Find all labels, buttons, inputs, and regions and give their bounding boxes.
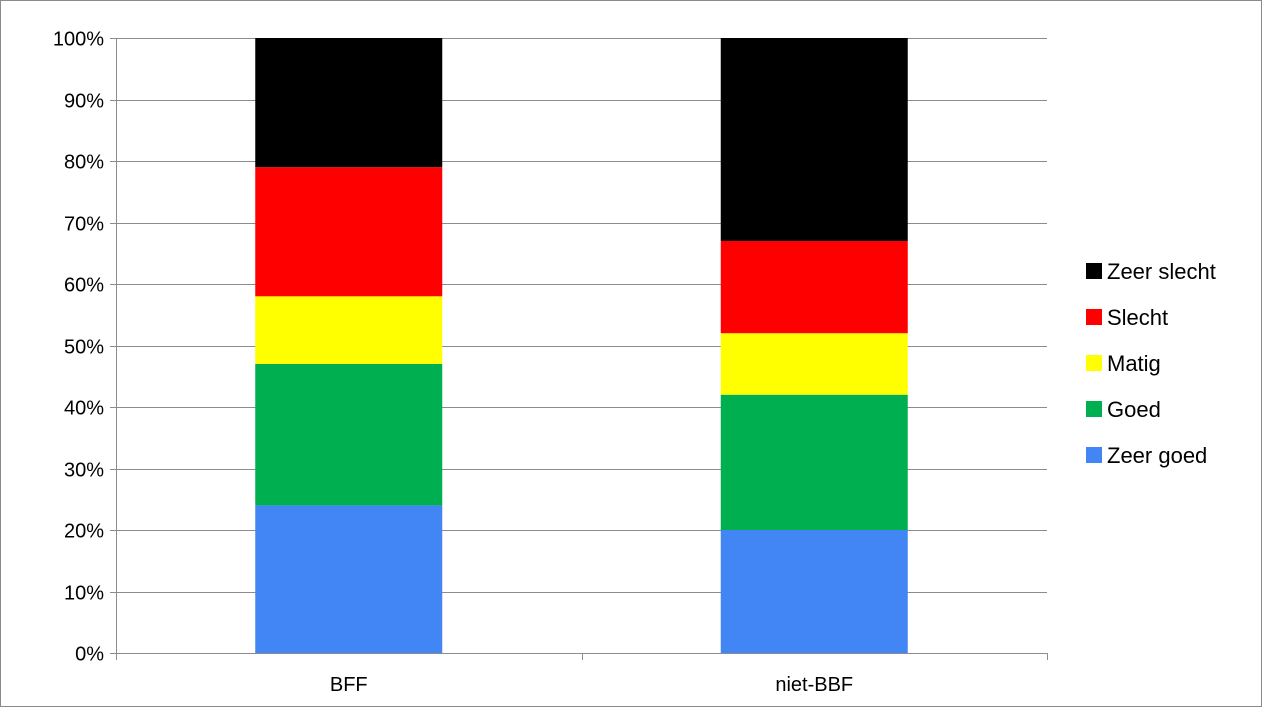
bar-segment-zeer-slecht bbox=[255, 38, 443, 168]
y-tick-label: 80% bbox=[64, 152, 104, 174]
y-tick-label: 70% bbox=[64, 214, 104, 236]
y-tick-label: 40% bbox=[64, 398, 104, 420]
legend-label: Matig bbox=[1107, 351, 1161, 376]
legend-swatch bbox=[1086, 447, 1102, 463]
x-tick-label: BFF bbox=[330, 674, 368, 696]
bar-segment-zeer-slecht bbox=[720, 38, 908, 241]
legend-swatch bbox=[1086, 355, 1102, 371]
bar-segment-zeer-goed bbox=[720, 530, 908, 653]
legend-label: Slecht bbox=[1107, 305, 1168, 330]
x-tick-label: niet-BBF bbox=[775, 674, 853, 696]
legend-swatch bbox=[1086, 263, 1102, 279]
legend-swatch bbox=[1086, 309, 1102, 325]
y-tick-label: 100% bbox=[53, 29, 104, 51]
y-tick-label: 20% bbox=[64, 521, 104, 543]
y-tick-label: 0% bbox=[75, 644, 104, 666]
y-tick-label: 10% bbox=[64, 583, 104, 605]
bar-segment-matig bbox=[720, 333, 908, 395]
legend-label: Goed bbox=[1107, 397, 1161, 422]
bar-segment-goed bbox=[255, 363, 443, 506]
legend-label: Zeer goed bbox=[1107, 443, 1207, 468]
bar-segment-zeer-goed bbox=[255, 505, 443, 653]
bar-segment-goed bbox=[720, 394, 908, 530]
bar-segment-matig bbox=[255, 296, 443, 364]
y-tick-label: 50% bbox=[64, 337, 104, 359]
legend-label: Zeer slecht bbox=[1107, 259, 1216, 284]
legend-swatch bbox=[1086, 401, 1102, 417]
bar-segment-slecht bbox=[255, 167, 443, 297]
y-tick-label: 90% bbox=[64, 91, 104, 113]
bar-segment-slecht bbox=[720, 240, 908, 334]
y-tick-label: 30% bbox=[64, 460, 104, 482]
y-tick-label: 60% bbox=[64, 275, 104, 297]
